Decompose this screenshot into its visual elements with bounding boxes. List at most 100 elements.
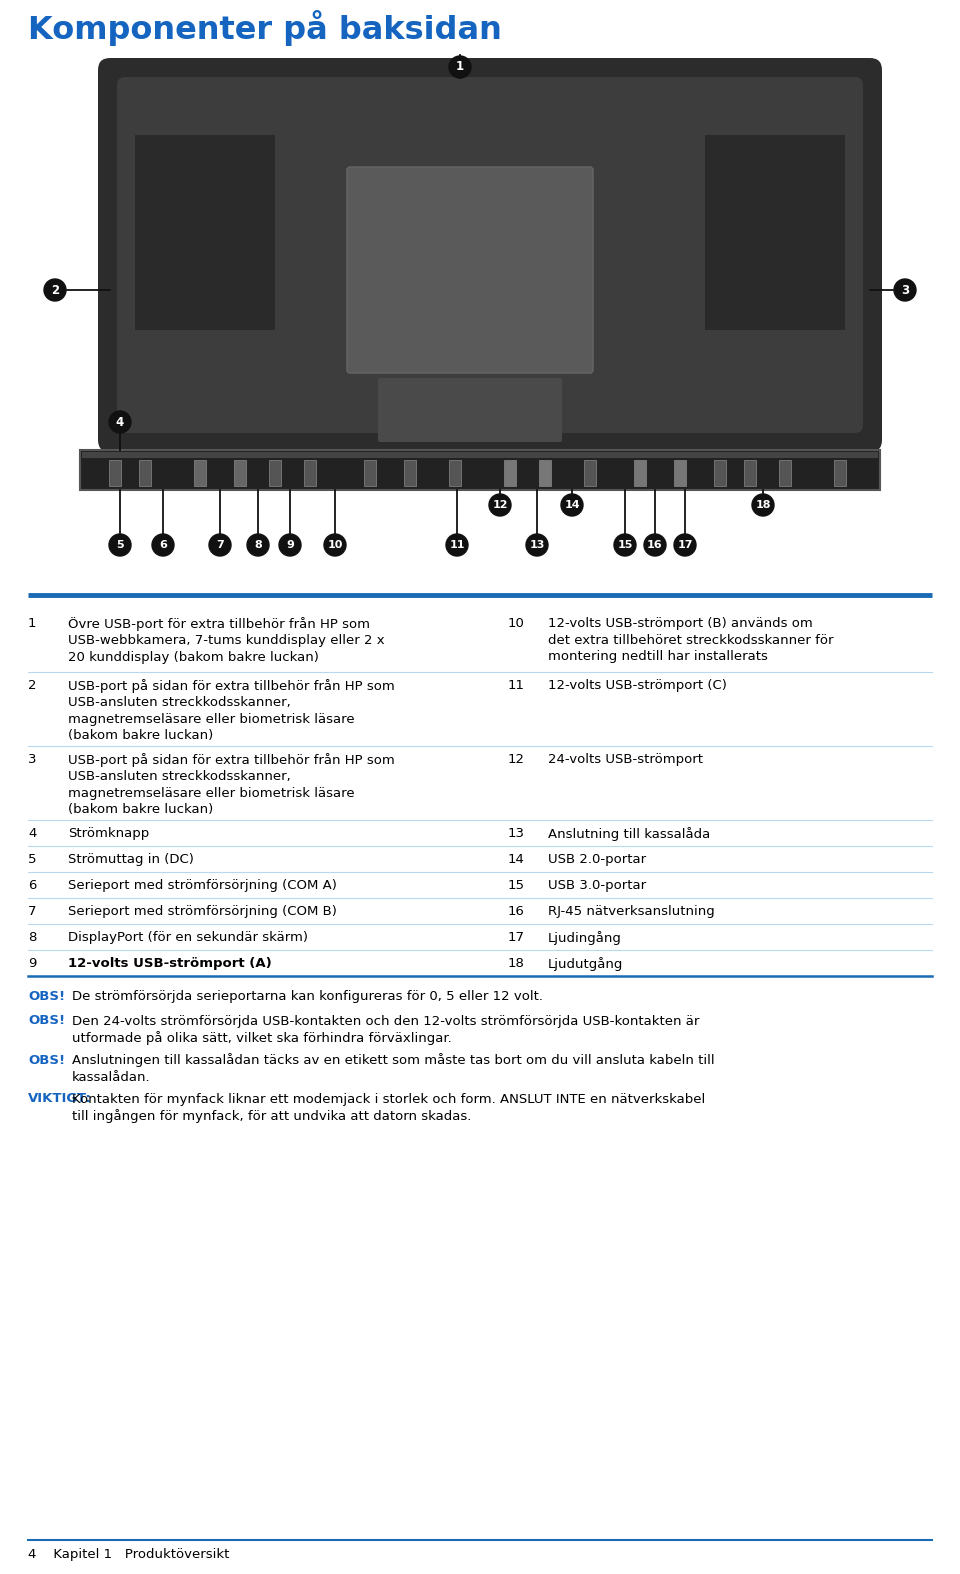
Bar <box>304 460 316 486</box>
Circle shape <box>489 494 511 516</box>
Circle shape <box>446 534 468 556</box>
FancyBboxPatch shape <box>117 77 863 433</box>
Text: 11: 11 <box>508 678 525 693</box>
Bar <box>194 460 206 486</box>
Text: USB-port på sidan för extra tillbehör från HP som
USB-ansluten streckkodsskanner: USB-port på sidan för extra tillbehör fr… <box>68 678 395 743</box>
Text: 1: 1 <box>28 617 36 630</box>
Text: DisplayPort (för en sekundär skärm): DisplayPort (för en sekundär skärm) <box>68 930 308 944</box>
Circle shape <box>324 534 346 556</box>
Text: 2: 2 <box>28 678 36 693</box>
Bar <box>634 460 646 486</box>
Bar <box>404 460 416 486</box>
Text: USB 2.0-portar: USB 2.0-portar <box>548 853 646 866</box>
Bar <box>674 460 686 486</box>
Circle shape <box>152 534 174 556</box>
Circle shape <box>894 279 916 301</box>
Circle shape <box>209 534 231 556</box>
Bar <box>714 460 726 486</box>
Text: 12: 12 <box>508 752 525 767</box>
Text: 8: 8 <box>28 930 36 944</box>
Text: 17: 17 <box>677 540 693 549</box>
Text: 5: 5 <box>28 853 36 866</box>
Text: USB-port på sidan för extra tillbehör från HP som
USB-ansluten streckkodsskanner: USB-port på sidan för extra tillbehör fr… <box>68 752 395 817</box>
Circle shape <box>674 534 696 556</box>
Text: 18: 18 <box>756 501 771 510</box>
Text: 6: 6 <box>28 878 36 892</box>
Bar <box>834 460 846 486</box>
FancyBboxPatch shape <box>378 378 562 442</box>
Circle shape <box>247 534 269 556</box>
Bar <box>779 460 791 486</box>
Text: 7: 7 <box>28 905 36 918</box>
Text: 12: 12 <box>492 501 508 510</box>
Text: Anslutningen till kassalådan täcks av en etikett som måste tas bort om du vill a: Anslutningen till kassalådan täcks av en… <box>72 1053 714 1084</box>
Text: 13: 13 <box>529 540 544 549</box>
Bar <box>539 460 551 486</box>
Circle shape <box>614 534 636 556</box>
Circle shape <box>752 494 774 516</box>
Bar <box>80 450 880 490</box>
Text: Komponenter på baksidan: Komponenter på baksidan <box>28 9 502 46</box>
Text: 14: 14 <box>564 501 580 510</box>
Text: 5: 5 <box>116 540 124 549</box>
Text: Strömknapp: Strömknapp <box>68 826 149 841</box>
Circle shape <box>109 411 131 433</box>
Text: Den 24-volts strömförsörjda USB-kontakten och den 12-volts strömförsörjda USB-ko: Den 24-volts strömförsörjda USB-kontakte… <box>72 1015 700 1045</box>
Bar <box>139 460 151 486</box>
Text: 13: 13 <box>508 826 525 841</box>
Bar <box>269 460 281 486</box>
Circle shape <box>449 57 471 79</box>
FancyBboxPatch shape <box>347 167 593 373</box>
Text: 10: 10 <box>327 540 343 549</box>
Text: Anslutning till kassalåda: Anslutning till kassalåda <box>548 826 710 841</box>
Text: 12-volts USB-strömport (B) används om
det extra tillbehöret streckkodsskanner fö: 12-volts USB-strömport (B) används om de… <box>548 617 833 663</box>
Text: 11: 11 <box>449 540 465 549</box>
Circle shape <box>109 534 131 556</box>
FancyBboxPatch shape <box>98 58 882 452</box>
Text: OBS!: OBS! <box>28 990 65 1003</box>
Bar <box>234 460 246 486</box>
Text: 16: 16 <box>508 905 525 918</box>
Text: Övre USB-port för extra tillbehör från HP som
USB-webbkamera, 7-tums kunddisplay: Övre USB-port för extra tillbehör från H… <box>68 617 385 664</box>
Text: RJ-45 nätverksanslutning: RJ-45 nätverksanslutning <box>548 905 715 918</box>
Circle shape <box>44 279 66 301</box>
Text: De strömförsörjda serieportarna kan konfigureras för 0, 5 eller 12 volt.: De strömförsörjda serieportarna kan konf… <box>72 990 543 1003</box>
Text: Ljudutgång: Ljudutgång <box>548 957 623 971</box>
Bar <box>744 460 756 486</box>
Bar <box>82 452 878 458</box>
Text: USB 3.0-portar: USB 3.0-portar <box>548 878 646 892</box>
Text: OBS!: OBS! <box>28 1053 65 1067</box>
Circle shape <box>561 494 583 516</box>
Text: 4: 4 <box>28 826 36 841</box>
Text: 2: 2 <box>51 283 60 296</box>
Circle shape <box>279 534 301 556</box>
FancyBboxPatch shape <box>705 135 845 331</box>
Text: 8: 8 <box>254 540 262 549</box>
Text: 17: 17 <box>508 930 525 944</box>
Circle shape <box>526 534 548 556</box>
Text: 4    Kapitel 1   Produktöversikt: 4 Kapitel 1 Produktöversikt <box>28 1547 229 1561</box>
Text: 12-volts USB-strömport (A): 12-volts USB-strömport (A) <box>68 957 272 970</box>
Text: 6: 6 <box>159 540 167 549</box>
Text: 16: 16 <box>647 540 662 549</box>
Text: Serieport med strömförsörjning (COM B): Serieport med strömförsörjning (COM B) <box>68 905 337 918</box>
Text: Ljudingång: Ljudingång <box>548 930 622 944</box>
Bar <box>364 460 376 486</box>
Text: 4: 4 <box>116 416 124 428</box>
Bar <box>504 460 516 486</box>
Text: 24-volts USB-strömport: 24-volts USB-strömport <box>548 752 703 767</box>
Text: Kontakten för mynfack liknar ett modemjack i storlek och form. ANSLUT INTE en nä: Kontakten för mynfack liknar ett modemja… <box>72 1092 706 1124</box>
Text: 15: 15 <box>508 878 525 892</box>
Text: 9: 9 <box>286 540 294 549</box>
Text: 3: 3 <box>900 283 909 296</box>
Bar <box>109 460 121 486</box>
Circle shape <box>644 534 666 556</box>
Text: 10: 10 <box>508 617 525 630</box>
Text: 14: 14 <box>508 853 525 866</box>
Bar <box>584 460 596 486</box>
Text: 1: 1 <box>456 60 464 74</box>
Text: OBS!: OBS! <box>28 1015 65 1028</box>
Text: VIKTIGT:: VIKTIGT: <box>28 1092 92 1105</box>
Text: Strömuttag in (DC): Strömuttag in (DC) <box>68 853 194 866</box>
Text: 15: 15 <box>617 540 633 549</box>
